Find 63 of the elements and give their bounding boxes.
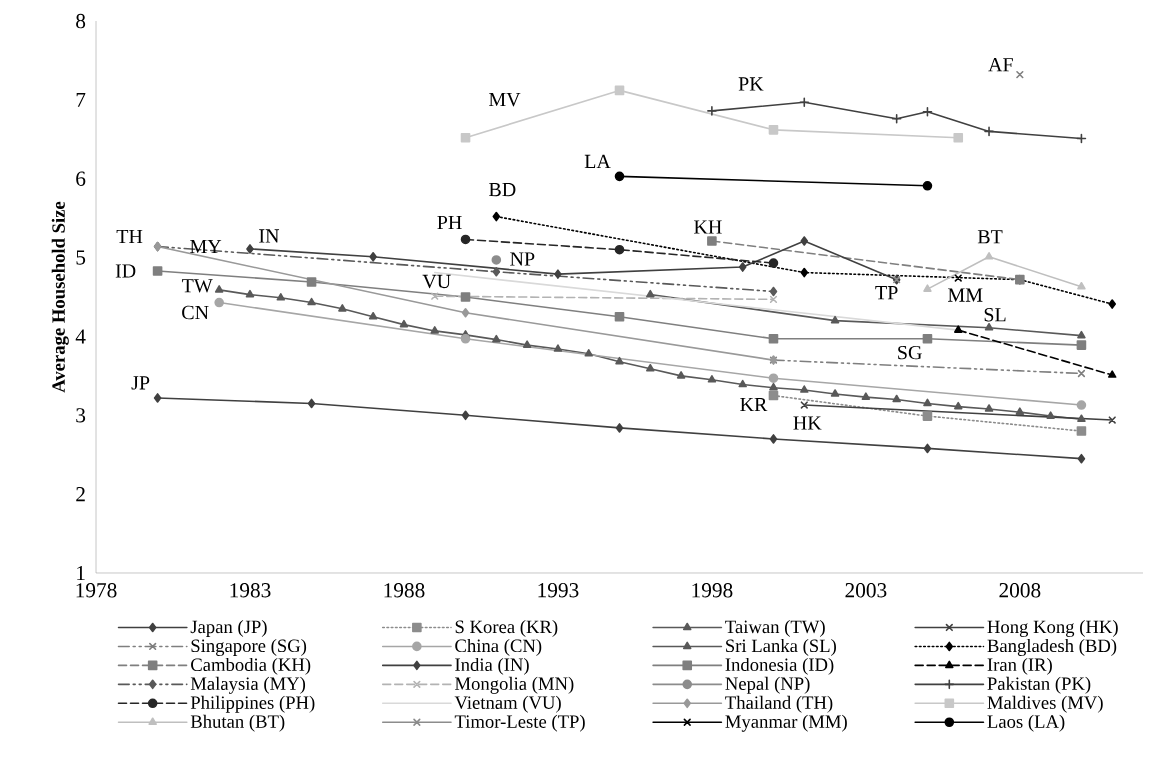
x-tick-label: 1998	[692, 583, 733, 598]
annotation: IN	[259, 229, 280, 243]
annotation: LA	[584, 154, 611, 168]
annotation: HK	[793, 416, 822, 430]
x-tick-label: 1988	[384, 583, 425, 598]
x-tick-label: 2003	[845, 583, 887, 598]
legend-label: Singapore (SG)	[191, 638, 307, 656]
legend-label: Mongolia (MN)	[455, 676, 574, 694]
legend-label: India (IN)	[455, 657, 529, 675]
y-tick-label: 8	[76, 13, 86, 29]
annotation: MM	[948, 288, 983, 302]
y-tick-label: 3	[76, 408, 86, 423]
y-tick-label: 6	[76, 171, 86, 186]
annotation: TP	[875, 286, 898, 300]
annotation: MY	[190, 239, 222, 254]
x-tick-label: 1993	[538, 583, 579, 598]
legend-label: Myanmar (MM)	[725, 714, 847, 732]
x-tick-label: 1978	[76, 583, 117, 598]
y-tick-label: 5	[76, 250, 86, 265]
legend-label: Hong Kong (HK)	[987, 619, 1118, 637]
legend-label: Bangladesh (BD)	[987, 638, 1117, 656]
legend-label: Laos (LA)	[987, 714, 1065, 732]
legend-label: Malaysia (MY)	[190, 676, 306, 694]
y-tick-label: 4	[75, 329, 86, 344]
x-tick-label: 2008	[999, 583, 1041, 598]
y-tick-label: 2	[76, 487, 85, 502]
annotation: VU	[422, 274, 451, 289]
legend-label: Indonesia (ID)	[725, 657, 834, 675]
annotation: NP	[510, 252, 535, 266]
legend-label: Nepal (NP)	[725, 676, 810, 694]
annotation: MV	[489, 93, 521, 107]
x-tick-label: 1983	[230, 583, 271, 598]
annotation: SL	[984, 308, 1006, 322]
annotation: TH	[116, 229, 143, 244]
y-tick-label: 7	[76, 92, 86, 107]
annotation: AF	[988, 58, 1013, 72]
annotation: KR	[740, 398, 768, 412]
legend-label: Sri Lanka (SL)	[726, 638, 836, 656]
annotation: BT	[977, 230, 1003, 244]
annotation: KH	[694, 220, 722, 234]
legend-label: Philippines (PH)	[190, 695, 315, 713]
annotation: SG	[898, 345, 922, 360]
legend-label: Vietnam (VU)	[454, 695, 561, 713]
y-tick-label: 1	[77, 565, 85, 581]
legend-label: Pakistan (PK)	[987, 676, 1091, 694]
annotation: PK	[738, 77, 764, 91]
legend-label: S Korea (KR)	[455, 619, 558, 637]
legend-label: Japan (JP)	[190, 619, 267, 637]
legend-label: Taiwan (TW)	[725, 619, 825, 637]
annotation: CN	[182, 305, 209, 320]
annotation: BD	[489, 183, 516, 197]
annotation: JP	[131, 376, 150, 390]
legend-label: Iran (IR)	[987, 657, 1052, 675]
legend-label: Cambodia (KH)	[191, 657, 311, 675]
legend-label: Maldives (MV)	[987, 695, 1103, 713]
annotation: TW	[181, 279, 213, 293]
annotation: PH	[437, 215, 462, 229]
legend-label: Thailand (TH)	[725, 695, 833, 713]
annotation: ID	[115, 264, 136, 278]
legend-label: China (CN)	[455, 638, 542, 656]
y-axis-title: Average Household Size	[51, 201, 69, 393]
legend-label: Timor-Leste (TP)	[454, 714, 585, 732]
legend-label: Bhutan (BT)	[190, 714, 285, 732]
